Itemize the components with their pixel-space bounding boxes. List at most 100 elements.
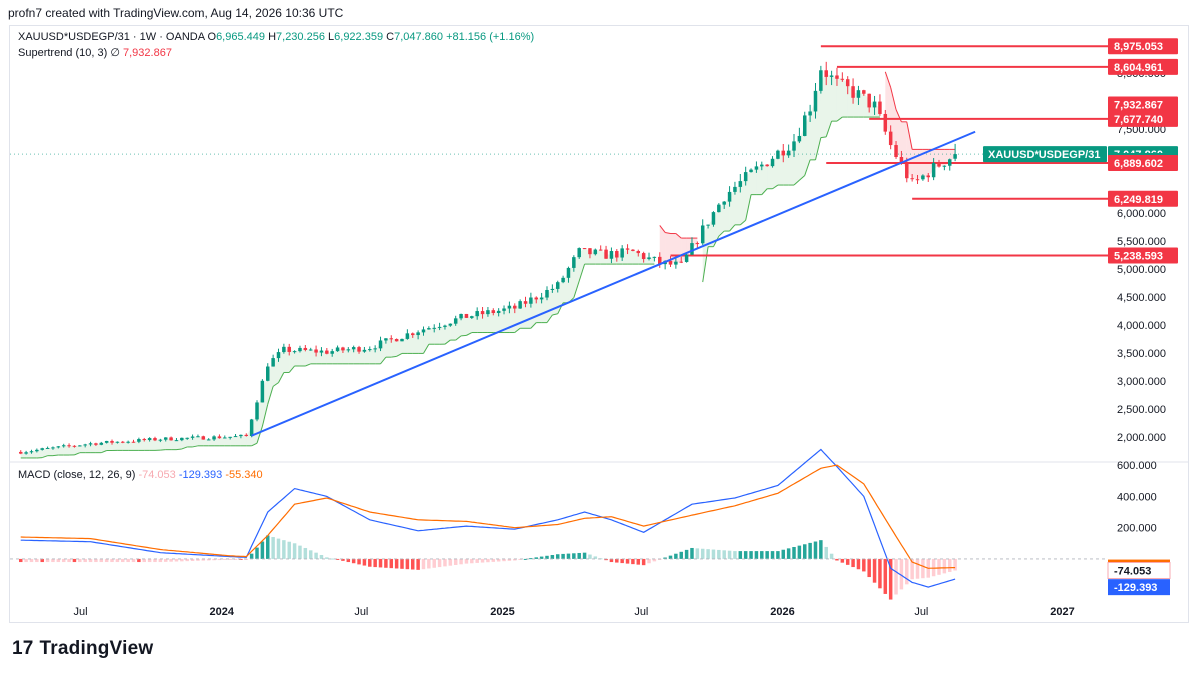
candle-body — [700, 225, 705, 244]
candle-body — [840, 78, 845, 80]
candle-body — [88, 443, 93, 445]
candle-body — [40, 448, 44, 450]
supertrend-fill-segment — [740, 176, 746, 225]
macd-hist-bar — [491, 558, 496, 562]
supertrend-fill-segment — [788, 146, 795, 186]
supertrend-fill-segment — [498, 309, 505, 333]
candle-body — [416, 332, 420, 336]
price-tag-box — [1108, 58, 1178, 75]
candle-body — [121, 441, 125, 443]
supertrend-fill-segment — [396, 340, 403, 357]
macd-hist-bar — [593, 556, 598, 559]
macd-hist-bar — [104, 558, 109, 563]
price-tick-label: 4,500.000 — [1117, 292, 1166, 304]
macd-hist-bar — [330, 558, 334, 560]
supertrend-label[interactable]: Supertrend (10, 3) — [18, 47, 108, 59]
macd-hist-bar — [717, 549, 721, 559]
macd-hist-bar — [158, 558, 163, 563]
macd-hist-bar — [416, 558, 420, 570]
candle-body — [212, 436, 216, 440]
candle-body — [400, 338, 404, 342]
supertrend-fill-segment — [407, 334, 413, 354]
time-tick-label: 2024 — [209, 606, 234, 618]
candle-body — [470, 316, 474, 318]
supertrend-fill-segment — [230, 436, 236, 446]
macd-hist-bar — [813, 541, 818, 559]
supertrend-fill-segment — [541, 293, 547, 323]
candle-body — [593, 249, 598, 255]
candle-body — [711, 212, 716, 225]
macd-hist-bar — [480, 558, 485, 563]
price-tag-label: 6,249.819 — [1114, 194, 1163, 206]
candle-body — [174, 440, 179, 442]
candle-body — [931, 163, 936, 178]
macd-hist-bar — [674, 553, 678, 559]
macd-hist-bar — [760, 551, 764, 559]
candle-body — [384, 338, 388, 341]
supertrend-line-segment — [396, 352, 403, 357]
supertrend-fill-segment — [95, 443, 102, 453]
legend-open-label: O — [207, 31, 217, 43]
candle-body — [427, 328, 431, 330]
candle-body — [786, 150, 791, 156]
macd-hist-bar — [378, 558, 383, 568]
candle-body — [582, 248, 587, 250]
macd-hist-bar — [727, 550, 732, 559]
macd-hist-bar — [308, 550, 313, 559]
candle-body — [572, 257, 576, 268]
supertrend-fill-segment — [949, 149, 956, 163]
candle-body — [760, 164, 764, 167]
macd-hist-bar — [910, 558, 914, 580]
macd-hist-bar — [867, 558, 871, 578]
candle-body — [803, 115, 807, 136]
macd-hist-bar — [641, 558, 646, 566]
supertrend-line-segment — [761, 188, 768, 195]
price-tag-label: 7,932.867 — [1114, 100, 1163, 112]
macd-hist-bar — [502, 558, 506, 562]
candle-body — [373, 348, 377, 350]
supertrend-fill-segment — [235, 435, 241, 446]
macd-tag-box — [1107, 561, 1171, 579]
supertrend-fill-segment — [471, 313, 478, 333]
macd-hist-bar — [937, 558, 941, 575]
supertrend-fill-segment — [353, 348, 360, 364]
macd-hist-bar — [325, 557, 329, 559]
supertrend-value: 7,932.867 — [123, 47, 172, 59]
candle-body — [249, 419, 254, 436]
macd-hist-bar — [18, 558, 23, 563]
candle-body — [357, 347, 361, 352]
supertrend-fill-segment — [342, 348, 349, 364]
time-tick-label: 2025 — [490, 606, 514, 618]
macd-label[interactable]: MACD (close, 12, 26, 9) — [18, 469, 136, 481]
supertrend-fill-segment — [385, 338, 392, 358]
macd-hist-bar — [582, 552, 587, 559]
macd-hist-bar — [266, 535, 270, 559]
candle-body — [561, 277, 565, 283]
candle-body — [743, 172, 748, 182]
macd-hist-bar — [765, 551, 769, 559]
supertrend-line-segment — [391, 355, 397, 358]
supertrend-line-segment — [514, 327, 521, 333]
macd-hist-bar — [410, 558, 415, 570]
supertrend-fill-segment — [546, 289, 553, 323]
macd-hist-bar — [271, 537, 275, 559]
macd-hist-bar — [684, 549, 689, 559]
macd-hist-bar — [61, 558, 66, 563]
candle-body — [330, 351, 334, 354]
supertrend-fill-segment — [133, 440, 139, 451]
supertrend-fill-segment — [138, 439, 145, 451]
macd-line — [20, 448, 956, 588]
macd-hist-bar — [72, 558, 77, 563]
macd-hist-bar — [233, 558, 238, 560]
candle-body — [303, 347, 308, 350]
candle-body — [314, 349, 318, 353]
candle-body — [341, 347, 345, 351]
candle-body — [905, 162, 909, 179]
candle-body — [61, 445, 66, 447]
supertrend-line-segment — [192, 445, 199, 448]
legend-symbol[interactable]: XAUUSD*USDEGP/31 · 1W · OANDA — [18, 31, 205, 43]
macd-hist-bar — [228, 558, 232, 560]
macd-hist-bar — [174, 558, 179, 562]
macd-hist-bar — [287, 541, 291, 559]
